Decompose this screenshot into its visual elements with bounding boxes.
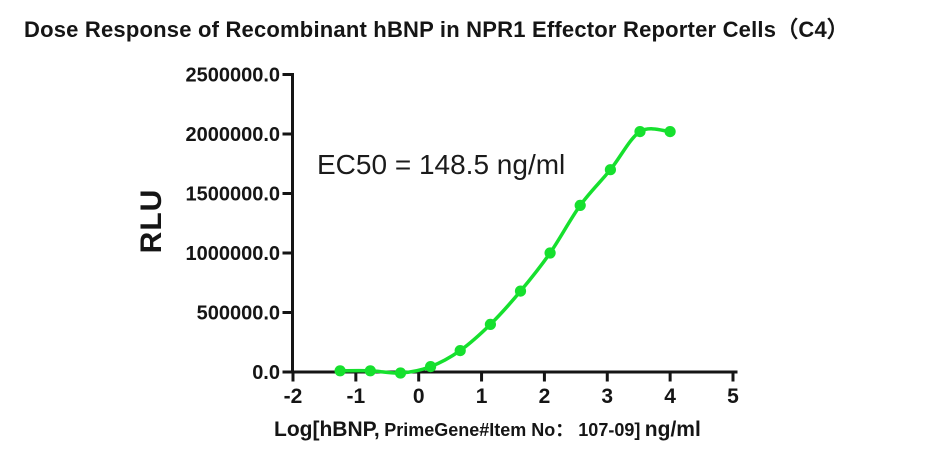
y-tick-label: 1500000.0: [185, 184, 280, 206]
x-tick-label: 4: [664, 385, 676, 408]
y-tick-label: 0.0: [252, 362, 280, 384]
x-tick-label: 1: [476, 385, 488, 408]
x-axis-title: Log[hBNP, PrimeGene#Item No： 107-09] ng/…: [274, 416, 701, 442]
x-tick-label: 3: [601, 385, 613, 408]
data-point: [634, 126, 646, 138]
chart-title: Dose Response of Recombinant hBNP in NPR…: [24, 17, 850, 42]
data-point: [394, 367, 407, 379]
data-point: [604, 164, 617, 176]
x-tick-label: 2: [539, 385, 551, 408]
x-axis-title-units: ng/ml: [644, 418, 701, 441]
ec50-annotation: EC50 = 148.5 ng/ml: [317, 149, 566, 180]
y-tick-label: 2500000.0: [185, 65, 280, 87]
x-axis-title-source: PrimeGene#Item No： 107-09]: [384, 420, 641, 440]
x-tick-label: 5: [727, 385, 739, 408]
x-tick-label: -1: [346, 385, 365, 408]
data-point: [574, 199, 586, 211]
data-point: [334, 365, 346, 377]
x-axis-title-prefix: Log[hBNP,: [274, 418, 380, 441]
data-point: [484, 318, 496, 330]
data-point: [364, 365, 376, 377]
fit-curve: [338, 127, 672, 375]
data-point: [664, 126, 676, 138]
data-point: [514, 285, 527, 297]
data-point: [425, 361, 437, 373]
y-tick-label: 1000000.0: [185, 243, 280, 265]
x-tick-label: 0: [413, 385, 425, 408]
y-tick-label: 2000000.0: [185, 124, 280, 146]
data-point: [544, 247, 556, 259]
x-tick-label: -2: [284, 385, 303, 408]
data-point: [454, 345, 466, 357]
y-tick-label: 500000.0: [197, 303, 280, 325]
